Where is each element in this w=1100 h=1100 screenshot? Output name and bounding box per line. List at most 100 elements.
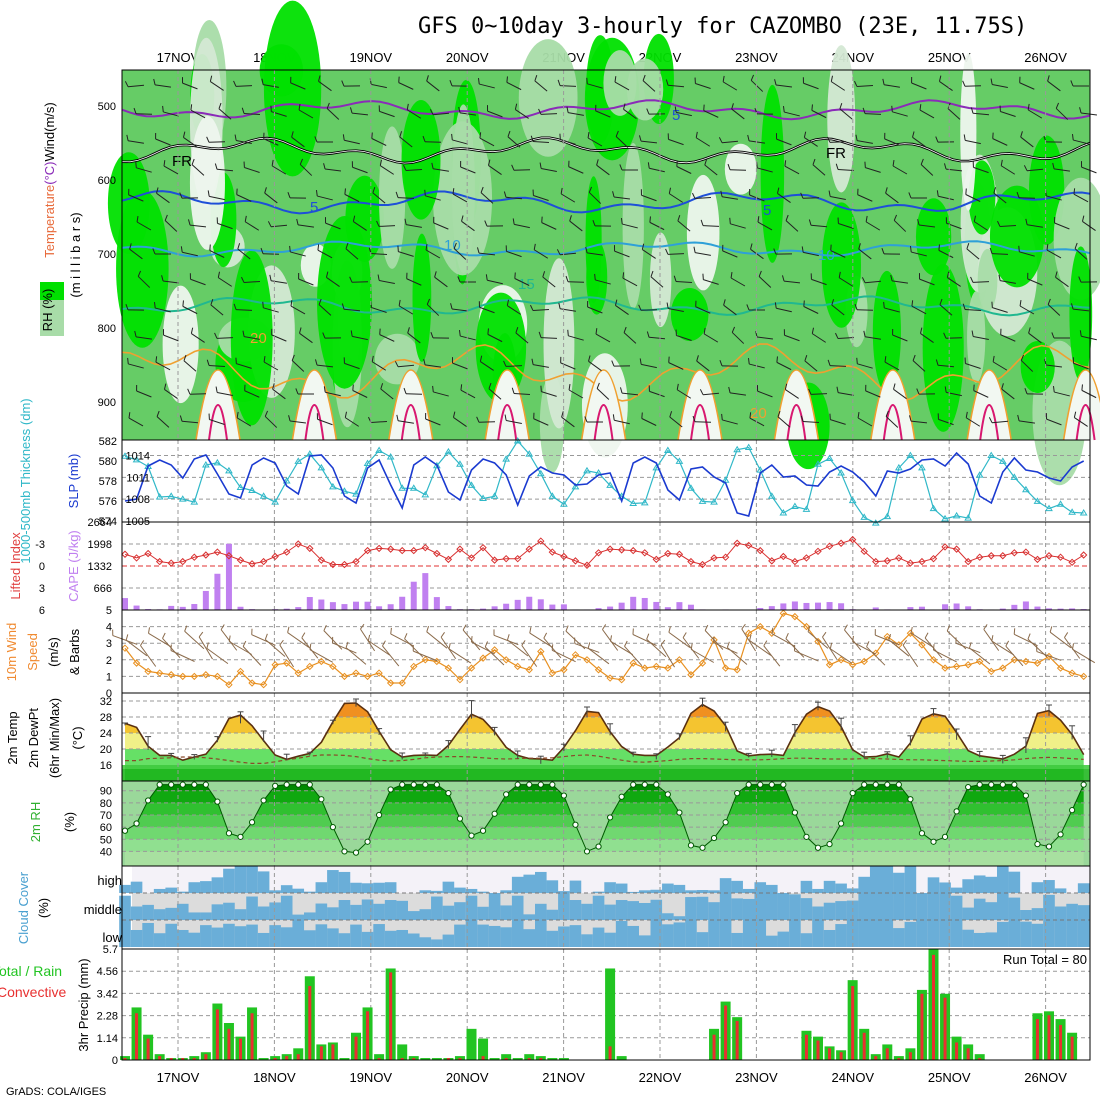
- wind-speed-point: [733, 666, 741, 674]
- cloud-bar-middle: [292, 914, 305, 920]
- wind-barb-flag: [638, 135, 642, 142]
- lifted-index-point: [352, 557, 360, 566]
- wind-barb-flag: [924, 632, 929, 639]
- lifted-index-point: [167, 559, 175, 567]
- wind-speed-point: [641, 664, 649, 672]
- wind-barb-flag: [515, 327, 519, 334]
- wind-barb-flag: [161, 275, 164, 282]
- wind-barb: [1047, 304, 1061, 316]
- rh-point: [1080, 781, 1087, 788]
- wind-barb-flag: [1081, 384, 1083, 391]
- precip-conv-bar: [862, 1032, 866, 1060]
- wind-barb-flag: [971, 330, 974, 337]
- wind-barb: [1020, 360, 1034, 372]
- wind-barb: [236, 194, 252, 202]
- rh-point: [884, 781, 891, 788]
- cloud-bar-low: [176, 929, 189, 947]
- cloud-bar-high: [280, 885, 293, 893]
- precip-conv-bar: [943, 997, 947, 1060]
- cloud-bar-low: [592, 927, 605, 947]
- wind-speed-point: [664, 664, 672, 672]
- slp-point: [525, 450, 534, 457]
- slp-tick-label: 1011: [126, 472, 150, 484]
- wind-barb: [649, 221, 665, 231]
- precip-conv-bar: [215, 1009, 219, 1060]
- cloud-bar-middle: [535, 903, 547, 920]
- precip-conv-bar: [839, 1052, 843, 1060]
- wind-barb-flag: [218, 102, 222, 109]
- cape-bar: [341, 604, 348, 610]
- wind-barb-flag: [891, 105, 893, 112]
- wind-barb: [271, 334, 287, 342]
- wind-barb-flag: [1001, 383, 1004, 390]
- lifted-index-point: [398, 546, 406, 555]
- wind-barb: [702, 225, 720, 227]
- wind-barb: [945, 168, 963, 172]
- wind-barb: [983, 629, 1000, 651]
- precip-conv-bar: [239, 1038, 242, 1060]
- wind-barb: [370, 252, 388, 256]
- wind-barb: [610, 640, 634, 656]
- cloud-bar-high: [511, 876, 524, 893]
- lifted-index-point: [306, 544, 314, 553]
- wind-barb: [1054, 391, 1070, 397]
- wind-barb: [588, 360, 602, 372]
- wind-barb: [184, 630, 205, 650]
- cape-bar: [329, 602, 336, 610]
- wind-barb-flag: [811, 104, 813, 111]
- cloud-bar-low: [789, 920, 801, 947]
- wind-barb-flag: [127, 357, 129, 364]
- cloud-bar-middle: [211, 904, 224, 920]
- wind-barb: [884, 307, 900, 313]
- wind-barb: [668, 138, 684, 146]
- cloud-unit: (%): [36, 898, 51, 918]
- lifted-index-point: [121, 550, 129, 558]
- wind-barb: [588, 192, 602, 204]
- wind-barb: [453, 248, 467, 260]
- cloud-bar-high: [742, 888, 755, 893]
- cape-bar: [757, 607, 764, 610]
- bottom-date-label: 23NOV: [735, 1070, 778, 1085]
- cloud-bar-low: [939, 920, 951, 947]
- wind-barb-flag: [291, 131, 294, 138]
- wind-barb: [857, 363, 873, 369]
- wind-barb: [642, 249, 656, 259]
- wind-barb-flag: [479, 132, 482, 139]
- cloud-bar-low: [1031, 923, 1044, 947]
- wind-barb: [947, 277, 961, 287]
- cloud-bar-low: [569, 925, 582, 947]
- wind-barb: [704, 164, 718, 176]
- lifted-index-axis-title: Lifted Index: [8, 532, 23, 600]
- cloud-bar-low: [465, 920, 478, 947]
- temp-band: [125, 733, 1084, 749]
- wind-barb: [191, 333, 205, 343]
- wind-barb-flag: [836, 386, 839, 393]
- cloud-bar-low: [500, 927, 512, 947]
- wind-barb: [236, 417, 252, 427]
- rh-point: [1011, 781, 1018, 788]
- wind-barb-flag: [835, 332, 839, 339]
- wind-barb: [568, 112, 584, 116]
- wind-speed-point: [363, 672, 372, 681]
- wind-barb: [822, 636, 838, 660]
- precip-conv-bar: [458, 1058, 462, 1060]
- cape-bar: [549, 604, 556, 610]
- wind-barb-flag: [800, 415, 804, 422]
- wind-barb: [856, 84, 874, 88]
- slp-point: [375, 446, 383, 453]
- precip-conv-bar: [331, 1044, 335, 1060]
- wind-barb-flag: [784, 160, 787, 167]
- slp-point: [432, 461, 441, 469]
- cloud-bar-low: [800, 933, 813, 947]
- y-tick-label: 2.28: [97, 1011, 118, 1023]
- wind-speed-point: [490, 646, 499, 654]
- wind-barb: [829, 141, 847, 143]
- lifted-index-line: [124, 539, 1084, 566]
- wind-barb-flag: [962, 80, 966, 87]
- wind-barb-flag: [1078, 276, 1082, 283]
- wind-barb-flag: [966, 243, 970, 250]
- wind-barb-flag: [1081, 215, 1085, 222]
- slp-point: [548, 492, 557, 499]
- wind-barb-flag: [936, 190, 939, 197]
- lifted-index-point: [513, 554, 522, 563]
